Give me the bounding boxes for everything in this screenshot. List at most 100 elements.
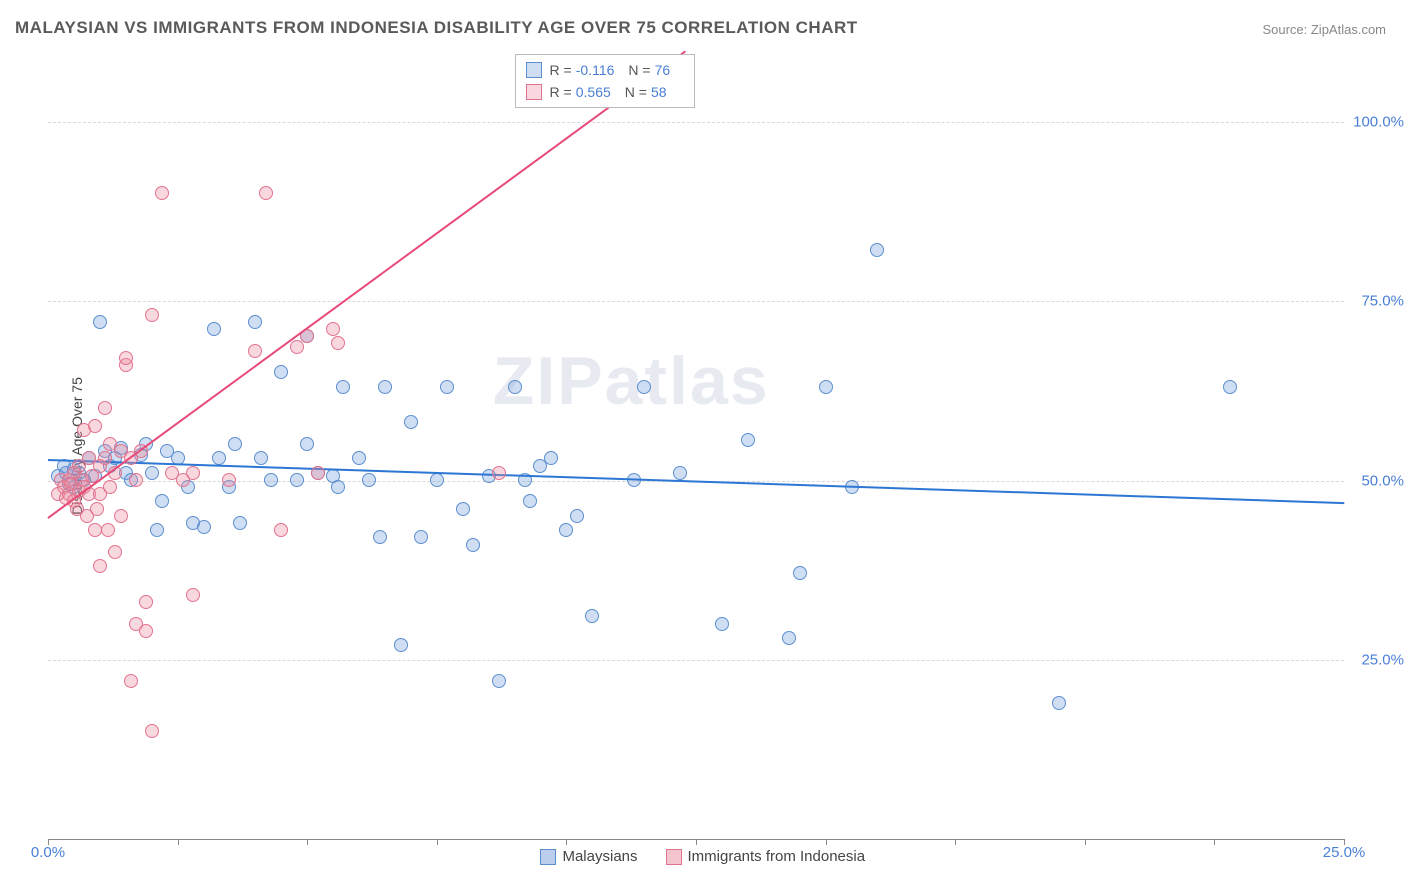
- scatter-point: [430, 473, 444, 487]
- scatter-point: [741, 433, 755, 447]
- scatter-point: [559, 523, 573, 537]
- scatter-point: [394, 638, 408, 652]
- source-label: Source: ZipAtlas.com: [1262, 22, 1386, 37]
- legend-swatch: [540, 849, 556, 865]
- scatter-point: [637, 380, 651, 394]
- scatter-point: [124, 674, 138, 688]
- scatter-point: [585, 609, 599, 623]
- scatter-point: [870, 243, 884, 257]
- stats-legend-row: R =0.565N =58: [526, 81, 685, 103]
- scatter-point: [456, 502, 470, 516]
- scatter-point: [1052, 696, 1066, 710]
- scatter-point: [212, 451, 226, 465]
- x-tick-mark: [1214, 839, 1215, 845]
- scatter-point: [88, 419, 102, 433]
- x-tick-mark: [1085, 839, 1086, 845]
- scatter-point: [93, 315, 107, 329]
- y-tick-label: 50.0%: [1349, 472, 1404, 489]
- scatter-point: [331, 480, 345, 494]
- scatter-point: [98, 401, 112, 415]
- stats-legend: R =-0.116N =76R =0.565N =58: [515, 54, 696, 108]
- scatter-point: [570, 509, 584, 523]
- scatter-point: [544, 451, 558, 465]
- scatter-point: [222, 473, 236, 487]
- scatter-point: [186, 588, 200, 602]
- n-value: 58: [651, 84, 667, 100]
- x-tick-mark: [437, 839, 438, 845]
- scatter-point: [139, 624, 153, 638]
- scatter-point: [207, 322, 221, 336]
- legend-swatch: [526, 62, 542, 78]
- series-legend-item: Immigrants from Indonesia: [666, 848, 866, 865]
- grid-line: [48, 301, 1344, 302]
- scatter-point: [404, 415, 418, 429]
- chart-title: MALAYSIAN VS IMMIGRANTS FROM INDONESIA D…: [15, 18, 858, 38]
- scatter-point: [300, 437, 314, 451]
- series-legend-label: Immigrants from Indonesia: [688, 848, 866, 865]
- scatter-point: [523, 494, 537, 508]
- scatter-point: [274, 523, 288, 537]
- grid-line: [48, 122, 1344, 123]
- chart-container: MALAYSIAN VS IMMIGRANTS FROM INDONESIA D…: [0, 0, 1406, 892]
- scatter-point: [101, 523, 115, 537]
- x-tick-mark: [826, 839, 827, 845]
- x-tick-mark: [566, 839, 567, 845]
- scatter-point: [362, 473, 376, 487]
- scatter-point: [466, 538, 480, 552]
- scatter-point: [233, 516, 247, 530]
- scatter-point: [819, 380, 833, 394]
- scatter-point: [145, 466, 159, 480]
- scatter-point: [129, 473, 143, 487]
- grid-line: [48, 660, 1344, 661]
- scatter-point: [98, 451, 112, 465]
- scatter-point: [228, 437, 242, 451]
- scatter-point: [290, 473, 304, 487]
- n-label: N =: [625, 84, 647, 100]
- scatter-point: [259, 186, 273, 200]
- scatter-point: [186, 466, 200, 480]
- scatter-point: [715, 617, 729, 631]
- x-tick-mark: [696, 839, 697, 845]
- scatter-point: [373, 530, 387, 544]
- scatter-point: [254, 451, 268, 465]
- scatter-point: [508, 380, 522, 394]
- scatter-point: [108, 545, 122, 559]
- y-tick-label: 25.0%: [1349, 652, 1404, 669]
- y-tick-label: 75.0%: [1349, 293, 1404, 310]
- scatter-point: [311, 466, 325, 480]
- x-tick-label: 0.0%: [31, 844, 65, 861]
- scatter-point: [290, 340, 304, 354]
- scatter-point: [492, 674, 506, 688]
- stats-legend-row: R =-0.116N =76: [526, 59, 685, 81]
- series-legend: Malaysians Immigrants from Indonesia: [540, 848, 893, 865]
- scatter-point: [90, 502, 104, 516]
- scatter-point: [331, 336, 345, 350]
- x-tick-label: 25.0%: [1323, 844, 1366, 861]
- series-legend-item: Malaysians: [540, 848, 637, 865]
- watermark: ZIPatlas: [493, 342, 770, 420]
- legend-swatch: [526, 84, 542, 100]
- scatter-point: [440, 380, 454, 394]
- scatter-point: [1223, 380, 1237, 394]
- scatter-point: [155, 494, 169, 508]
- x-tick-mark: [307, 839, 308, 845]
- scatter-point: [103, 480, 117, 494]
- scatter-point: [336, 380, 350, 394]
- scatter-point: [145, 724, 159, 738]
- scatter-point: [150, 523, 164, 537]
- scatter-point: [145, 308, 159, 322]
- scatter-point: [352, 451, 366, 465]
- series-legend-label: Malaysians: [562, 848, 637, 865]
- scatter-point: [248, 315, 262, 329]
- scatter-point: [93, 559, 107, 573]
- scatter-point: [274, 365, 288, 379]
- scatter-point: [139, 595, 153, 609]
- scatter-point: [782, 631, 796, 645]
- scatter-point: [673, 466, 687, 480]
- r-label: R =: [550, 84, 572, 100]
- y-tick-label: 100.0%: [1349, 113, 1404, 130]
- legend-swatch: [666, 849, 682, 865]
- trend-line: [47, 50, 686, 519]
- plot-area: ZIPatlas 25.0%50.0%75.0%100.0%0.0%25.0%R…: [48, 50, 1344, 840]
- n-label: N =: [628, 62, 650, 78]
